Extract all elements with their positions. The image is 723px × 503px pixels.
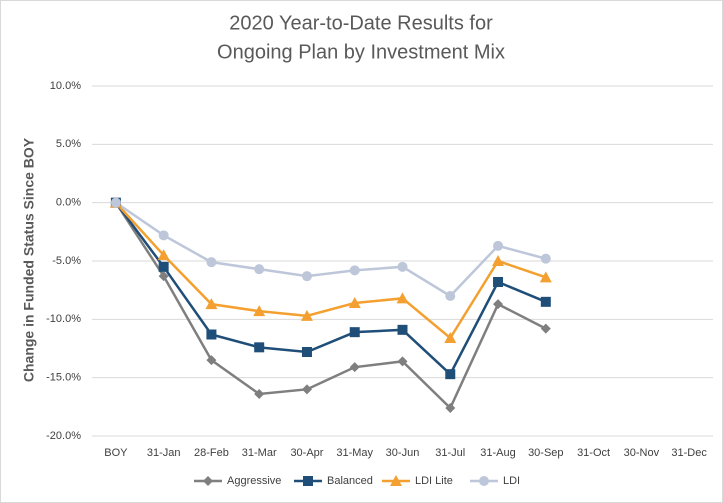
series-line <box>114 201 547 411</box>
marker <box>254 342 265 353</box>
legend-label: Aggressive <box>227 475 281 487</box>
x-tick-label: 30-Sep <box>528 447 563 459</box>
marker <box>349 265 360 276</box>
chart-title: 2020 Year-to-Date Results for <box>229 12 493 34</box>
y-tick-label: -20.0% <box>46 430 81 442</box>
marker <box>157 249 170 261</box>
legend-marker <box>390 475 402 486</box>
marker <box>493 240 504 251</box>
marker <box>206 257 217 268</box>
x-tick-label: 30-Nov <box>624 447 660 459</box>
y-tick-label: 5.0% <box>56 138 81 150</box>
marker <box>540 253 551 264</box>
legend-marker <box>479 476 489 486</box>
marker <box>110 197 121 208</box>
x-tick-label: 31-May <box>336 447 373 459</box>
marker <box>492 255 505 266</box>
marker <box>445 291 456 301</box>
y-tick-label: 10.0% <box>50 80 81 92</box>
legend-marker <box>203 476 213 486</box>
marker <box>301 384 312 395</box>
series-line <box>114 201 547 377</box>
marker <box>349 327 360 338</box>
marker <box>445 369 456 380</box>
y-tick-label: -10.0% <box>46 313 81 325</box>
marker <box>397 356 408 367</box>
marker <box>396 292 409 304</box>
marker <box>540 323 551 334</box>
marker <box>206 355 217 366</box>
marker <box>301 347 312 357</box>
x-tick-label: 30-Apr <box>290 447 323 459</box>
marker <box>397 324 408 335</box>
series-line <box>115 201 547 298</box>
marker <box>206 329 217 340</box>
marker <box>301 271 312 282</box>
marker <box>158 261 169 272</box>
x-tick-label: BOY <box>104 447 128 459</box>
x-tick-label: 31-Mar <box>242 447 277 459</box>
marker <box>254 264 265 275</box>
legend-label: LDI Lite <box>415 475 453 487</box>
marker <box>253 305 266 317</box>
marker <box>349 362 360 373</box>
x-tick-label: 31-Jan <box>147 447 181 459</box>
marker <box>158 230 169 241</box>
x-tick-label: 31-Oct <box>577 447 610 459</box>
marker <box>300 309 313 321</box>
marker <box>254 389 265 399</box>
marker <box>539 271 552 283</box>
marker <box>540 296 551 307</box>
marker <box>493 299 504 310</box>
legend-label: Balanced <box>327 475 373 487</box>
x-tick-label: 28-Feb <box>194 447 229 459</box>
marker <box>397 261 408 272</box>
legend-label: LDI <box>503 475 520 487</box>
y-tick-label: -5.0% <box>52 255 81 267</box>
marker <box>445 403 456 413</box>
x-tick-label: 30-Jun <box>386 447 420 459</box>
marker <box>444 332 457 343</box>
x-tick-label: 31-Dec <box>671 447 707 459</box>
y-axis-label: Change in Funded Status Since BOY <box>21 137 37 382</box>
legend-marker <box>303 476 313 486</box>
y-tick-label: 0.0% <box>56 197 81 209</box>
x-tick-label: 31-Jul <box>435 447 465 459</box>
marker <box>348 297 361 308</box>
x-tick-label: 31-Aug <box>480 447 515 459</box>
marker <box>158 271 169 282</box>
chart-title: Ongoing Plan by Investment Mix <box>217 41 505 63</box>
marker <box>493 277 504 287</box>
y-tick-label: -15.0% <box>46 372 81 384</box>
marker <box>205 298 218 310</box>
series-line <box>114 201 547 340</box>
